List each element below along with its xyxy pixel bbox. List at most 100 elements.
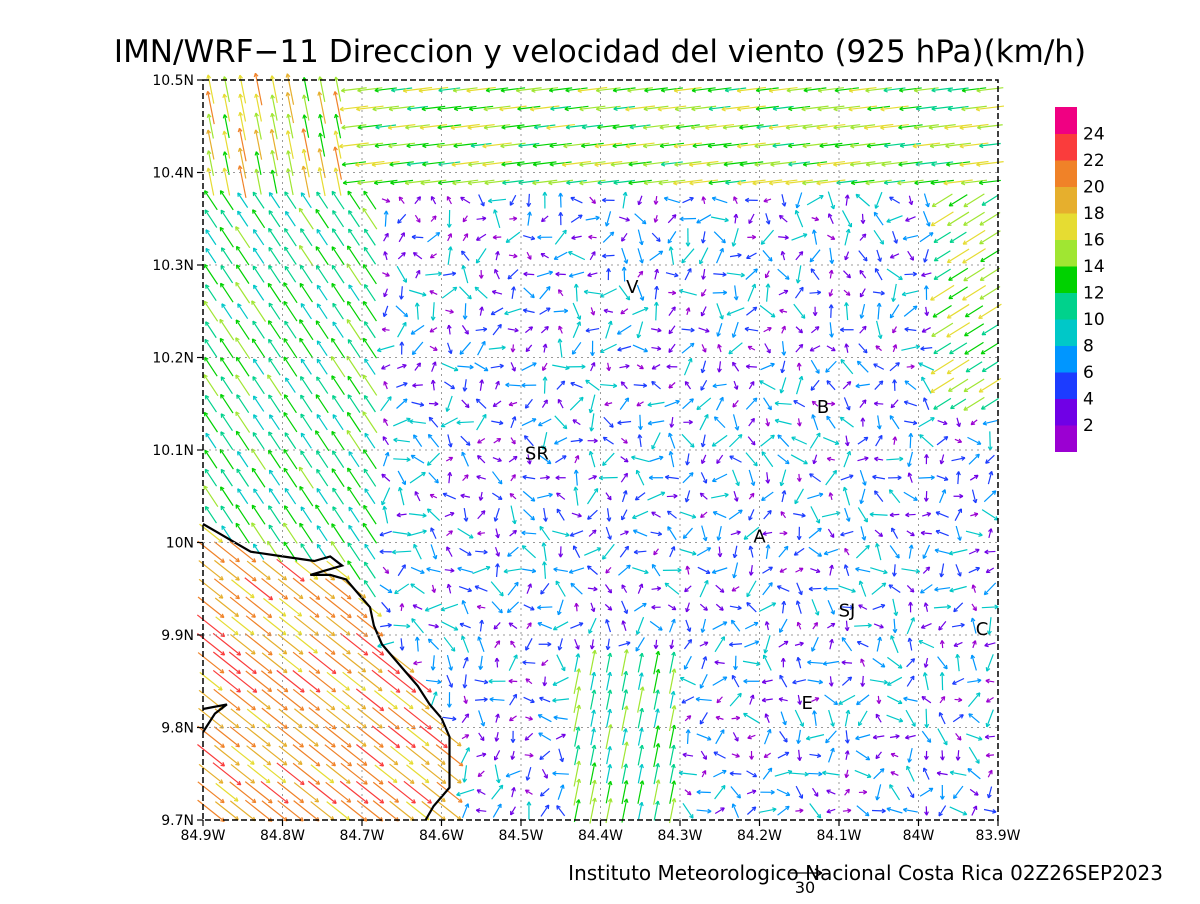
wind-vector — [841, 531, 854, 535]
wind-vector — [537, 271, 553, 277]
wind-vector — [764, 198, 771, 202]
wind-vector — [300, 338, 313, 358]
wind-vector — [988, 471, 992, 484]
wind-vector — [463, 765, 467, 782]
wind-vector — [857, 695, 869, 705]
wind-vector — [316, 505, 329, 525]
wind-vector — [383, 306, 387, 317]
wind-vector — [760, 305, 775, 317]
wind-vector — [494, 508, 499, 521]
wind-vector — [670, 764, 675, 783]
wind-vector — [317, 377, 328, 394]
wind-vector — [765, 729, 771, 744]
wind-vector — [893, 437, 897, 445]
colorbar-swatch — [1055, 346, 1077, 373]
wind-vector — [727, 308, 744, 315]
wind-vector — [332, 247, 344, 265]
wind-vector — [778, 435, 789, 447]
wind-vector — [448, 234, 452, 241]
wind-vector — [670, 619, 676, 632]
wind-vector — [622, 621, 626, 631]
wind-vector — [462, 265, 468, 283]
wind-vector — [632, 568, 648, 574]
wind-vector — [393, 458, 410, 462]
wind-vector — [844, 397, 850, 410]
wind-vector — [861, 526, 866, 540]
wind-vector — [558, 785, 564, 800]
wind-vector — [590, 639, 594, 649]
y-tick-label: 9.8N — [161, 721, 194, 737]
wind-vector — [638, 708, 643, 728]
wind-vector — [717, 526, 721, 540]
wind-vector — [893, 619, 897, 633]
wind-vector — [700, 493, 707, 499]
wind-vector — [860, 326, 866, 333]
wind-vector — [221, 357, 233, 376]
wind-vector — [493, 235, 501, 239]
wind-vector — [617, 325, 631, 334]
wind-vector — [857, 457, 868, 461]
wind-vector — [904, 697, 918, 701]
wind-vector — [972, 604, 976, 611]
wind-vector — [796, 601, 801, 614]
wind-vector — [888, 476, 901, 480]
wind-vector — [285, 192, 296, 209]
wind-vector — [494, 210, 500, 228]
wind-vector — [875, 530, 882, 536]
wind-vector — [727, 273, 745, 277]
wind-vector — [808, 772, 822, 776]
wind-vector — [537, 235, 552, 239]
wind-vector — [779, 215, 787, 222]
wind-vector — [908, 748, 912, 762]
wind-vector — [813, 788, 818, 796]
wind-vector — [541, 254, 549, 258]
wind-vector — [492, 493, 502, 499]
wind-vector — [333, 229, 344, 246]
wind-vector — [702, 231, 706, 243]
wind-vector — [795, 210, 802, 227]
wind-vector — [843, 487, 849, 505]
wind-vector — [599, 476, 617, 480]
wind-vector — [700, 414, 708, 430]
wind-vector — [826, 361, 837, 372]
wind-vector — [858, 507, 867, 522]
wind-vector — [294, 597, 319, 617]
wind-vector — [309, 726, 335, 747]
wind-vector — [697, 398, 711, 410]
wind-vector — [921, 347, 933, 351]
wind-vector — [856, 545, 869, 558]
wind-vector — [780, 619, 787, 632]
wind-vector — [427, 453, 439, 465]
wind-vector — [460, 342, 470, 354]
wind-vector — [986, 710, 993, 727]
wind-vector — [398, 253, 405, 259]
wind-vector — [542, 543, 546, 561]
wind-vector — [732, 804, 738, 818]
wind-vector — [874, 364, 884, 369]
wind-vector — [857, 641, 868, 646]
wind-vector — [746, 365, 757, 369]
wind-vector — [638, 687, 644, 713]
wind-vector — [748, 735, 756, 739]
wind-vector — [607, 268, 611, 280]
wind-vector — [654, 215, 658, 222]
wind-vector — [971, 655, 976, 670]
wind-vector — [717, 303, 723, 319]
wind-vector — [714, 232, 725, 243]
wind-vector — [829, 493, 833, 500]
wind-vector — [877, 303, 881, 319]
wind-vector — [341, 800, 367, 821]
wind-vector — [411, 584, 425, 593]
wind-vector — [810, 569, 820, 573]
wind-vector — [686, 566, 690, 574]
wind-vector — [543, 562, 547, 579]
wind-vector — [492, 785, 503, 799]
wind-vector — [528, 212, 532, 226]
wind-vector — [278, 579, 303, 599]
wind-vector — [893, 231, 898, 243]
wind-vector — [701, 435, 705, 447]
wind-vector — [269, 211, 280, 227]
wind-vector — [652, 432, 660, 449]
wind-vector — [411, 567, 424, 573]
wind-vector — [363, 412, 377, 433]
